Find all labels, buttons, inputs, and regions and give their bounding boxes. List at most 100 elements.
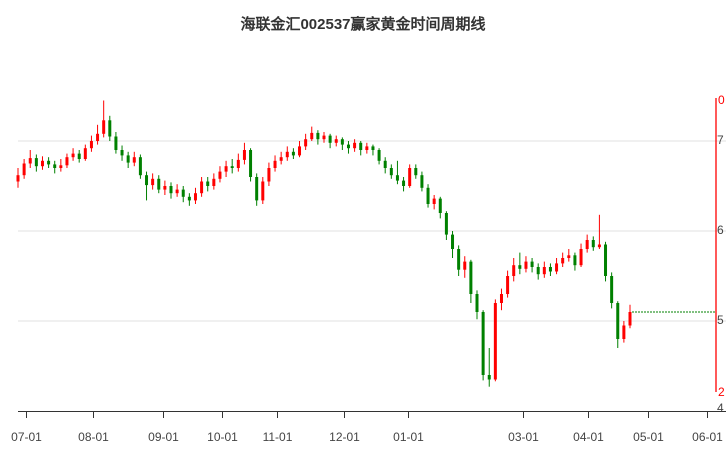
candle-body — [359, 142, 363, 150]
candle-body — [414, 168, 418, 176]
candle-body — [542, 267, 546, 275]
candle-body — [212, 178, 216, 186]
candle-body — [89, 141, 93, 149]
x-tick-label: 04-01 — [573, 430, 604, 444]
candle-body — [322, 135, 326, 140]
candle-body — [224, 166, 228, 172]
x-tick-label: 06-01 — [692, 430, 723, 444]
candle-body — [395, 175, 399, 181]
candle-body — [371, 146, 375, 150]
candle-body — [40, 160, 44, 167]
candle-body — [163, 186, 167, 190]
candle-body — [506, 276, 510, 294]
candle-body — [499, 294, 503, 303]
candle-body — [114, 136, 118, 150]
candle-body — [377, 150, 381, 161]
candle-body — [463, 261, 467, 270]
candle-body — [255, 177, 259, 201]
candle-body — [487, 375, 491, 380]
candle-body — [591, 240, 595, 248]
candle-body — [249, 150, 253, 177]
candle-body — [59, 165, 63, 168]
candle-body — [518, 265, 522, 269]
candle-body — [291, 151, 295, 156]
chart-title: 海联金汇002537赢家黄金时间周期线 — [240, 16, 486, 33]
candle-body — [310, 132, 314, 140]
candle-body — [236, 159, 240, 168]
candle-body — [365, 146, 369, 150]
candle-body — [346, 144, 350, 149]
candle-body — [65, 157, 69, 166]
candle-body — [77, 153, 81, 159]
candle-body — [47, 160, 51, 165]
y-tick-label: 6 — [717, 223, 724, 237]
candle-body — [573, 255, 577, 266]
x-tick-label: 07-01 — [11, 430, 42, 444]
candle-body — [457, 249, 461, 270]
candle-body — [334, 139, 338, 143]
candle-body — [138, 157, 142, 176]
candle-body — [585, 240, 589, 249]
candle-body — [604, 244, 608, 276]
y-tick-label: 4 — [717, 401, 724, 415]
candle-body — [230, 166, 234, 168]
candle-body — [96, 133, 100, 141]
candle-body — [512, 265, 516, 276]
candle-body — [120, 150, 124, 156]
candle-body — [475, 294, 479, 312]
x-tick-label: 05-01 — [633, 430, 664, 444]
candle-body — [242, 150, 246, 160]
candle-body — [426, 187, 430, 204]
candle-body — [408, 168, 412, 186]
candle-body — [451, 234, 455, 249]
candle-body — [383, 160, 387, 168]
x-tick-label: 11-01 — [263, 430, 293, 444]
x-tick-label: 01-01 — [393, 430, 424, 444]
candle-body — [285, 151, 289, 158]
y-tick-label: 7 — [717, 133, 724, 147]
candle-body — [444, 213, 448, 235]
candle-body — [102, 120, 106, 134]
right-axis-top-label: 0 — [718, 93, 725, 107]
x-tick-label: 12-01 — [329, 430, 360, 444]
candle-body — [316, 132, 320, 140]
candle-body — [438, 198, 442, 213]
candle-body — [206, 181, 210, 186]
candle-body — [126, 155, 130, 163]
candle-body — [22, 163, 26, 176]
x-tick-label: 03-01 — [508, 430, 539, 444]
candle-body — [353, 142, 357, 149]
candle-body — [34, 158, 38, 167]
candle-body — [402, 180, 406, 186]
candle-body — [16, 175, 20, 182]
candle-body — [298, 146, 302, 156]
candle-body — [524, 261, 528, 269]
candle-body — [530, 261, 534, 267]
candle-body — [273, 160, 277, 168]
candle-body — [83, 148, 87, 159]
x-tick-label: 09-01 — [148, 430, 179, 444]
candle-body — [340, 139, 344, 145]
candle-body — [493, 303, 497, 380]
candle-body — [389, 168, 393, 176]
candle-body — [151, 178, 155, 186]
candle-body — [218, 171, 222, 179]
candle-body — [181, 189, 185, 197]
candle-body — [548, 267, 552, 272]
candle-body — [622, 325, 626, 339]
candle-body — [267, 168, 271, 182]
candle-body — [420, 175, 424, 188]
candle-body — [579, 249, 583, 266]
candle-body — [616, 303, 620, 339]
candle-body — [132, 157, 136, 163]
candle-body — [145, 175, 149, 186]
candle-body — [469, 261, 473, 294]
candle-body — [481, 312, 485, 375]
candle-body — [304, 139, 308, 147]
candle-body — [187, 196, 191, 201]
candle-body — [610, 276, 614, 303]
candle-body — [193, 193, 197, 201]
candle-body — [108, 120, 112, 137]
y-tick-label: 5 — [717, 313, 724, 327]
